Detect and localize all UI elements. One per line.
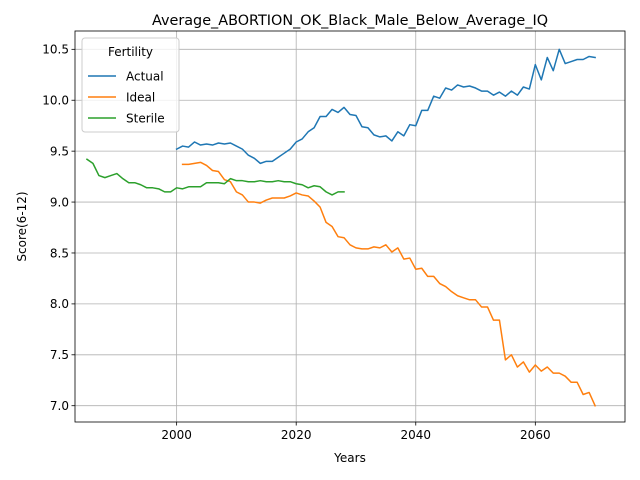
- y-tick-label: 9.0: [50, 195, 69, 209]
- y-axis: 7.0 7.5 8.0 8.5 9.0 9.5 10.0 10.5: [42, 43, 75, 413]
- chart-title: Average_ABORTION_OK_Black_Male_Below_Ave…: [152, 13, 548, 29]
- plot-frame: [74, 30, 626, 423]
- legend-frame: [81, 37, 180, 133]
- legend-title: Fertility: [108, 45, 153, 59]
- x-tick-label: 2020: [281, 428, 312, 442]
- y-tick-label: 7.5: [50, 348, 69, 362]
- y-tick-label: 10.5: [42, 43, 69, 57]
- series-layer: [85, 48, 597, 407]
- x-axis: 2000 2020 2040 2060: [161, 422, 551, 442]
- y-axis-label: Score(6-12): [15, 191, 29, 261]
- x-axis-label: Years: [333, 451, 366, 465]
- y-tick-label: 9.5: [50, 144, 69, 158]
- x-tick-label: 2040: [400, 428, 431, 442]
- grid: [75, 31, 625, 422]
- y-tick-label: 8.0: [50, 297, 69, 311]
- x-tick-label: 2000: [161, 428, 192, 442]
- series-line-sterile: [85, 158, 345, 196]
- series-line-ideal: [181, 161, 597, 407]
- legend: Fertility Actual Ideal Sterile: [81, 37, 180, 133]
- legend-label-sterile: Sterile: [126, 111, 165, 125]
- legend-label-actual: Actual: [126, 69, 164, 83]
- y-tick-label: 10.0: [42, 94, 69, 108]
- x-tick-label: 2060: [520, 428, 551, 442]
- y-tick-label: 7.0: [50, 399, 69, 413]
- y-tick-label: 8.5: [50, 246, 69, 260]
- legend-label-ideal: Ideal: [126, 90, 155, 104]
- series-line-actual: [175, 48, 596, 165]
